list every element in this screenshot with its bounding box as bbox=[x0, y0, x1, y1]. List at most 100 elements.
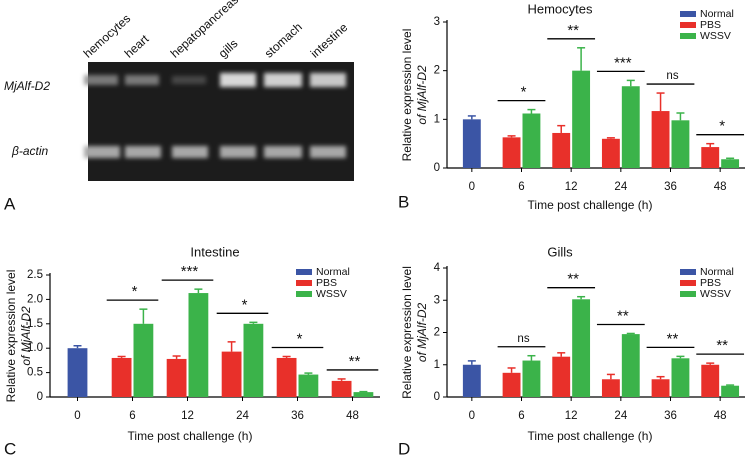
y-tick-label: 4 bbox=[434, 262, 441, 274]
x-tick-label: 6 bbox=[518, 181, 524, 193]
x-tick-label: 24 bbox=[614, 181, 627, 193]
y-tick-label: 0 bbox=[434, 162, 440, 174]
y-tick-label: 2 bbox=[434, 65, 440, 77]
bar bbox=[671, 358, 690, 397]
y-axis-label: Relative expression level bbox=[400, 29, 414, 162]
chart-title: Gills bbox=[547, 244, 573, 259]
significance-label: ** bbox=[567, 22, 579, 39]
significance-label: ** bbox=[716, 337, 728, 354]
y-axis-label: Relative expression level bbox=[400, 266, 414, 399]
y-axis-label: Relative expression level bbox=[4, 270, 18, 403]
bar bbox=[651, 111, 670, 168]
bar bbox=[331, 380, 352, 397]
x-tick-label: 6 bbox=[518, 410, 524, 422]
x-tick-label: 0 bbox=[469, 410, 475, 422]
y-tick-label: 2.5 bbox=[27, 269, 43, 281]
bar bbox=[353, 392, 374, 397]
bar bbox=[522, 113, 541, 168]
y-tick-label: 2.0 bbox=[27, 293, 43, 305]
legend-label: WSSV bbox=[316, 288, 347, 300]
y-tick-label: 1.5 bbox=[27, 318, 43, 330]
legend-label: Normal bbox=[700, 8, 734, 20]
legend-swatch bbox=[680, 22, 696, 28]
bar bbox=[701, 364, 720, 397]
y-tick-label: 2 bbox=[434, 327, 440, 339]
x-tick-label: 48 bbox=[346, 410, 359, 422]
bar bbox=[621, 86, 640, 168]
y-axis-label: of MjAlf-D2 bbox=[415, 303, 429, 363]
legend-label: WSSV bbox=[700, 288, 731, 300]
bar bbox=[243, 323, 264, 397]
x-axis-label: Time post challenge (h) bbox=[128, 429, 253, 443]
bar bbox=[188, 293, 209, 397]
x-axis-label: Time post challenge (h) bbox=[528, 429, 653, 443]
x-tick-label: 12 bbox=[565, 410, 578, 422]
panel-label: A bbox=[4, 194, 16, 213]
significance-label: * bbox=[132, 283, 138, 300]
gel-bands bbox=[84, 73, 346, 158]
legend-swatch bbox=[680, 33, 696, 39]
x-tick-label: 24 bbox=[236, 410, 249, 422]
legend-label: Normal bbox=[700, 266, 734, 278]
bar bbox=[522, 360, 541, 397]
row-label: MjAlf-D2 bbox=[4, 79, 50, 93]
bar bbox=[111, 357, 132, 397]
bar bbox=[462, 119, 481, 168]
legend-swatch bbox=[680, 269, 696, 275]
chart-title: Hemocytes bbox=[527, 1, 593, 16]
x-tick-label: 24 bbox=[614, 410, 627, 422]
significance-label: ns bbox=[517, 333, 529, 345]
x-tick-label: 36 bbox=[291, 410, 304, 422]
legend-swatch bbox=[680, 280, 696, 286]
bar bbox=[552, 356, 571, 397]
significance-label: * bbox=[297, 330, 303, 347]
legend-swatch bbox=[296, 291, 312, 297]
bar bbox=[502, 372, 521, 397]
bar bbox=[133, 323, 154, 397]
x-tick-label: 12 bbox=[565, 181, 578, 193]
x-tick-label: 48 bbox=[714, 410, 727, 422]
legend-label: PBS bbox=[700, 277, 721, 289]
y-tick-label: 1.0 bbox=[27, 342, 43, 354]
lane-label: heart bbox=[122, 31, 152, 60]
lane-label: stomach bbox=[262, 20, 305, 61]
panel-label: B bbox=[398, 192, 409, 211]
legend-label: PBS bbox=[700, 19, 721, 31]
legend-swatch bbox=[296, 280, 312, 286]
y-tick-label: 1 bbox=[434, 113, 440, 125]
x-tick-label: 36 bbox=[664, 181, 677, 193]
bar bbox=[166, 358, 187, 397]
significance-label: * bbox=[719, 118, 725, 135]
x-tick-label: 0 bbox=[469, 181, 475, 193]
bar bbox=[721, 159, 740, 168]
bar bbox=[721, 385, 740, 397]
significance-label: ** bbox=[349, 353, 361, 370]
legend-label: Normal bbox=[316, 266, 350, 278]
bar bbox=[621, 334, 640, 397]
legend-swatch bbox=[680, 291, 696, 297]
x-axis-label: Time post challenge (h) bbox=[528, 198, 653, 212]
significance-label: *** bbox=[614, 54, 632, 71]
legend-swatch bbox=[680, 11, 696, 17]
y-tick-label: 3 bbox=[434, 294, 440, 306]
bar bbox=[701, 147, 720, 168]
significance-label: * bbox=[521, 84, 527, 101]
lane-label: intestine bbox=[308, 20, 351, 61]
legend-label: PBS bbox=[316, 277, 337, 289]
bar bbox=[651, 379, 670, 397]
panel-label: C bbox=[4, 439, 16, 458]
y-tick-label: 0 bbox=[434, 391, 440, 403]
bar bbox=[221, 351, 242, 397]
significance-label: ** bbox=[617, 307, 629, 324]
y-tick-label: 3 bbox=[434, 16, 440, 28]
legend-swatch bbox=[296, 269, 312, 275]
y-tick-label: 0.5 bbox=[27, 367, 43, 379]
y-tick-label: 0 bbox=[37, 391, 43, 403]
significance-label: ns bbox=[666, 70, 678, 82]
bar bbox=[572, 299, 591, 397]
bar bbox=[601, 138, 620, 168]
y-axis-label: of MjAlf-D2 bbox=[19, 306, 33, 366]
y-axis-label: of MjAlf-D2 bbox=[415, 65, 429, 125]
bar bbox=[462, 364, 481, 397]
